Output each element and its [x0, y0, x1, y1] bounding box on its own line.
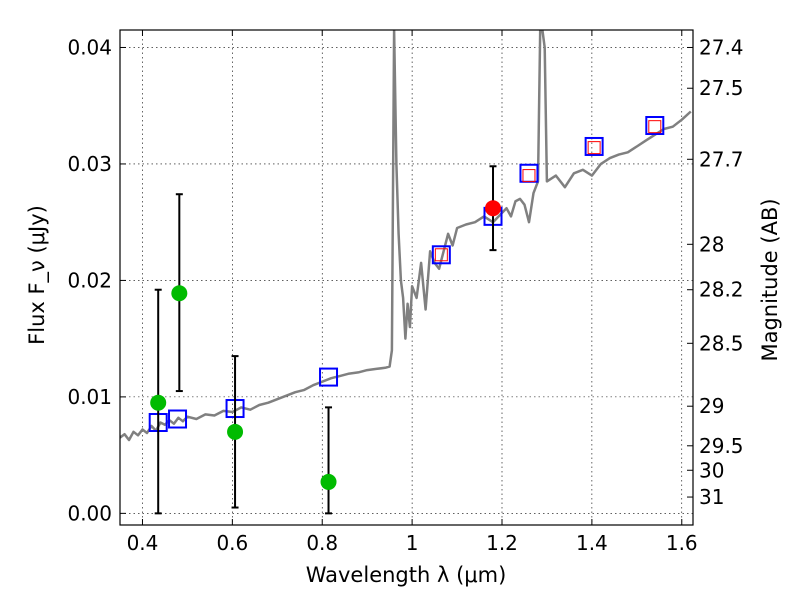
y-tick-label: 0.02 [67, 268, 112, 292]
x-tick-label: 1 [406, 531, 419, 555]
plot-frame [119, 29, 694, 526]
mag-tick-label: 28.2 [699, 278, 744, 302]
x-tick-label: 0.4 [127, 531, 159, 555]
red-square-point [648, 120, 662, 134]
measurement-point [485, 200, 502, 217]
model-photometry-point [645, 116, 665, 136]
measurement-point [150, 394, 167, 411]
measurement-point [171, 285, 188, 302]
measurement-point [320, 473, 337, 490]
y-tick-label: 0.03 [67, 152, 112, 176]
red-square-point [587, 141, 601, 155]
model-photometry-point [319, 367, 339, 387]
mag-tick-label: 31 [699, 485, 724, 509]
plot-area [120, 30, 692, 515]
y-tick-label: 0.01 [67, 385, 112, 409]
model-photometry-point [431, 245, 451, 265]
x-tick-label: 1.4 [576, 531, 608, 555]
mag-tick-label: 27.7 [699, 147, 744, 171]
x-tick-label: 1.6 [666, 531, 698, 555]
y-axis-right-label: Magnitude (AB) [758, 198, 782, 361]
series-model-photometry [148, 116, 665, 433]
mag-tick-label: 28 [699, 232, 724, 256]
model-photometry-point [168, 409, 188, 429]
series-non-detections [150, 193, 337, 515]
x-tick-label: 0.8 [306, 531, 338, 555]
red-square-point [434, 248, 448, 262]
mag-tick-label: 27.5 [699, 76, 744, 100]
x-axis-label: Wavelength λ (μm) [306, 563, 507, 587]
measurement-point [227, 423, 244, 440]
x-tick-label: 0.6 [216, 531, 248, 555]
axes: 0.4 0.6 0.8 1 1.2 1.4 1.6 0.00 0.01 0.02 0.03 0.04 2… [67, 30, 744, 555]
series-detections [485, 165, 502, 252]
series-model-spectrum [120, 30, 692, 442]
y-axis-label: Flux F_ν (μJy) [25, 205, 50, 345]
series-observed-red- [434, 120, 662, 262]
mag-tick-label: 28.5 [699, 331, 744, 355]
x-tick-label: 1.2 [486, 531, 518, 555]
mag-tick-label: 29 [699, 394, 724, 418]
y-tick-label: 0.00 [67, 501, 112, 525]
mag-tick-label: 27.4 [699, 35, 744, 59]
model-photometry-point [584, 136, 604, 156]
red-square-point [522, 169, 536, 183]
mag-tick-label: 30 [699, 458, 724, 482]
y-tick-label: 0.04 [67, 35, 112, 59]
mag-tick-label: 29.5 [699, 434, 744, 458]
spectrum-line [120, 30, 692, 442]
grid [120, 30, 693, 525]
